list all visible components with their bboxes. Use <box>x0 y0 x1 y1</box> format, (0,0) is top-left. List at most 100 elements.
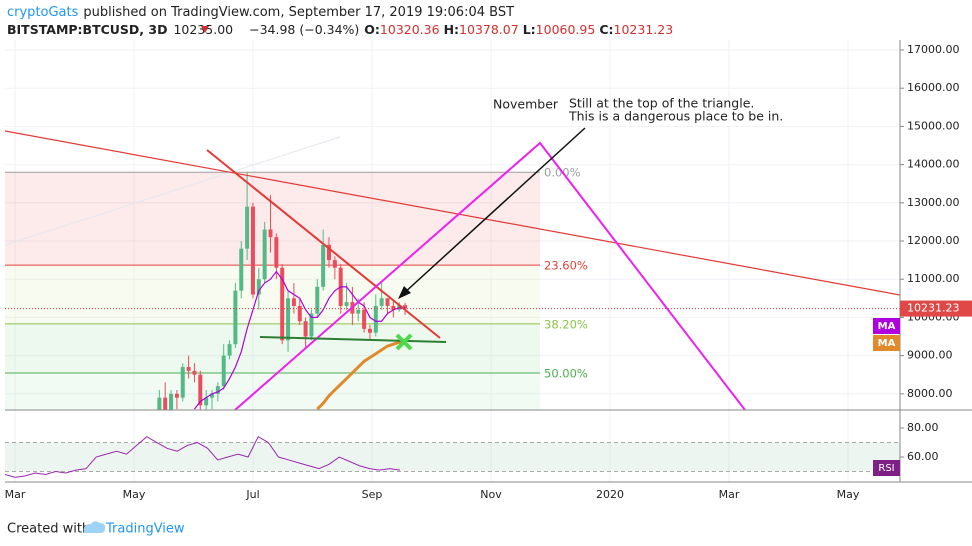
candle-body <box>403 305 408 309</box>
x-tick-label: Mar <box>719 488 740 501</box>
candle-body <box>180 367 185 398</box>
candle-body <box>373 305 378 333</box>
ma-badge <box>873 335 900 351</box>
candle-body <box>327 244 331 261</box>
y-tick-label: 17000.00 <box>907 43 960 56</box>
candle-body <box>204 397 209 406</box>
header-line-2: BITSTAMP:BTCUSD, 3D10235.00−34.98 (−0.34… <box>7 22 673 37</box>
last-price-label: 10231.23 <box>907 302 960 315</box>
x-tick-label: 2020 <box>596 488 624 501</box>
x-tick-label: Mar <box>5 488 26 501</box>
x-tick-label: Jul <box>245 488 259 501</box>
candle-body <box>297 305 302 322</box>
candle-body <box>309 313 314 337</box>
x-tick-label: May <box>123 488 146 501</box>
y-tick-label: 15000.00 <box>907 119 960 132</box>
y-tick-label: 12000.00 <box>907 234 960 247</box>
candle-body <box>286 298 291 341</box>
background-layer: 0.00%23.60%38.20%50.00% <box>5 40 900 482</box>
published: published on TradingView.com, September … <box>83 5 514 20</box>
fib-zone <box>5 323 540 373</box>
magenta-lines <box>234 141 746 410</box>
x-tick-label: Sep <box>362 488 383 501</box>
candle-body <box>245 206 250 249</box>
y-tick-label: 9000.00 <box>907 349 953 362</box>
o-value: 10320.36 <box>380 22 440 37</box>
c-label: C: <box>599 22 613 37</box>
candle-body <box>174 393 179 398</box>
last-price-box <box>900 300 972 317</box>
candle-body <box>291 298 296 306</box>
candle-body <box>239 248 244 291</box>
candle-body <box>215 386 220 394</box>
moving-average <box>193 270 406 410</box>
author[interactable]: cryptoGats <box>7 5 79 20</box>
candle-body <box>157 397 162 410</box>
rsi-tick-label: 80.00 <box>907 421 939 434</box>
fib-zone <box>5 265 540 324</box>
annotation: Still at the top of the triangle. <box>569 96 754 111</box>
candle-body <box>268 229 273 238</box>
footer-created: Created with <box>7 522 90 537</box>
candle-body <box>332 260 337 268</box>
candle-body <box>198 374 203 406</box>
candle-body <box>227 344 232 356</box>
l-label: L: <box>523 22 536 37</box>
price-pane <box>5 172 900 410</box>
fib-label: 23.60% <box>544 259 588 273</box>
x-marker <box>395 333 413 351</box>
fib-label: 50.00% <box>544 366 588 380</box>
o-label: O: <box>364 22 380 37</box>
candle-body <box>221 355 226 387</box>
y-tick-label: 16000.00 <box>907 81 960 94</box>
c-value: 10231.23 <box>614 22 674 37</box>
faint-trendline <box>5 136 341 246</box>
ma-badge <box>873 318 900 334</box>
h-value: 10378.07 <box>459 22 519 37</box>
long-trendline <box>5 130 900 296</box>
rsi-label: RSI <box>878 463 894 474</box>
fib-zone <box>5 372 540 410</box>
support-line <box>259 336 447 343</box>
candle-body <box>385 298 390 306</box>
ma-label: MA <box>878 321 896 332</box>
logo <box>83 521 106 533</box>
rsi-pane <box>5 436 900 478</box>
candle-body <box>391 305 396 310</box>
candle-body <box>210 393 214 398</box>
candle-body <box>186 367 191 371</box>
candle-body <box>356 309 361 314</box>
footer-brand[interactable]: TradingView <box>105 522 185 537</box>
candle-body <box>256 279 261 295</box>
candle-body <box>367 328 372 333</box>
symbol: BITSTAMP:BTCUSD, 3D <box>7 22 167 37</box>
y-tick-label: 11000.00 <box>907 272 960 285</box>
candle-body <box>362 309 367 329</box>
h-label: H: <box>444 22 459 37</box>
axes: Mar May Jul Sep Nov 2020 Mar May 8000.00 9000.00 1… <box>5 43 972 501</box>
candle-body <box>250 206 255 295</box>
arrow <box>402 127 586 295</box>
x-tick-label: Nov <box>480 488 502 501</box>
rsi-line <box>5 436 401 478</box>
candle-body <box>321 244 326 287</box>
annotation: This is a dangerous place to be in. <box>568 109 783 124</box>
header-line-1: cryptoGats published on TradingView.com, … <box>7 5 514 20</box>
rsi-tick-label: 60.00 <box>907 450 939 463</box>
y-tick-label: 14000.00 <box>907 158 960 171</box>
candle-body <box>379 298 384 306</box>
candle-body <box>233 290 238 345</box>
arrow-head <box>398 286 411 299</box>
rsi-badge <box>873 460 900 476</box>
rsi-band <box>5 442 900 472</box>
candle-body <box>344 302 349 306</box>
down-arrow <box>201 26 209 33</box>
y-tick-label: 8000.00 <box>907 387 953 400</box>
change: −34.98 (−0.34%) <box>249 22 359 37</box>
x-tick-label: May <box>837 488 860 501</box>
triangle-top <box>206 149 441 339</box>
annotation: November <box>493 97 559 112</box>
candle-body <box>303 321 308 337</box>
drawings <box>5 127 900 410</box>
